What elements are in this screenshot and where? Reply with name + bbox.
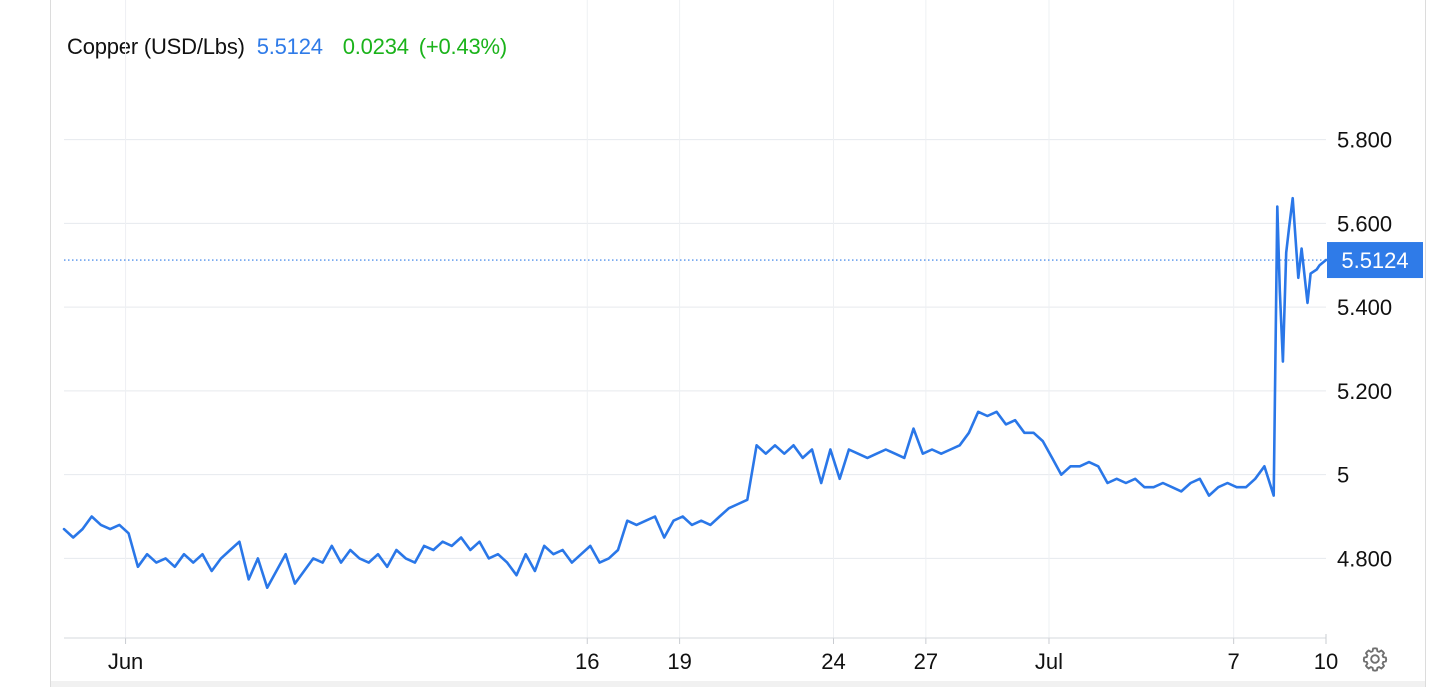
y-tick-label-2: 5.400 <box>1337 295 1392 320</box>
x-tick-label-0: Jun <box>108 649 143 674</box>
y-tick-label-0: 5.800 <box>1337 128 1392 153</box>
y-tick-label-3: 5.200 <box>1337 379 1392 404</box>
y-tick-label-4: 5 <box>1337 463 1349 488</box>
x-tick-label-6: 7 <box>1228 649 1240 674</box>
y-axis: 5.800 5.600 5.400 5.200 5 4.800 <box>1337 128 1392 572</box>
legend-change-percent: (+0.43%) <box>418 34 507 59</box>
last-price-tag-label: 5.5124 <box>1341 248 1408 273</box>
gear-icon[interactable] <box>1361 645 1389 673</box>
x-axis: Jun 16 19 24 27 Jul 7 10 <box>64 634 1338 674</box>
chart-legend: Copper (USD/Lbs) 5.5124 0.0234 (+0.43%) <box>67 34 507 60</box>
chart-frame-right-border <box>1425 0 1426 687</box>
legend-change: 0.0234 <box>342 34 409 59</box>
x-tick-label-1: 16 <box>575 649 599 674</box>
y-tick-label-1: 5.600 <box>1337 211 1392 236</box>
chart-series <box>62 196 1328 590</box>
x-tick-label-5: Jul <box>1035 649 1063 674</box>
chart-footer-strip <box>51 681 1425 687</box>
last-price-tag <box>1327 242 1423 279</box>
legend-last-price: 5.5124 <box>256 34 323 59</box>
x-tick-label-7: 10 <box>1314 649 1338 674</box>
x-tick-label-4: 27 <box>914 649 938 674</box>
x-tick-label-3: 24 <box>821 649 845 674</box>
legend-series-name: Copper (USD/Lbs) <box>67 34 245 59</box>
chart-grid <box>64 0 1326 638</box>
y-tick-label-5: 4.800 <box>1337 546 1392 571</box>
x-tick-label-2: 19 <box>667 649 691 674</box>
last-price-marker: 5.5124 <box>64 242 1423 279</box>
series-line-copper <box>62 196 1328 590</box>
chart-frame-left-border <box>50 0 51 687</box>
